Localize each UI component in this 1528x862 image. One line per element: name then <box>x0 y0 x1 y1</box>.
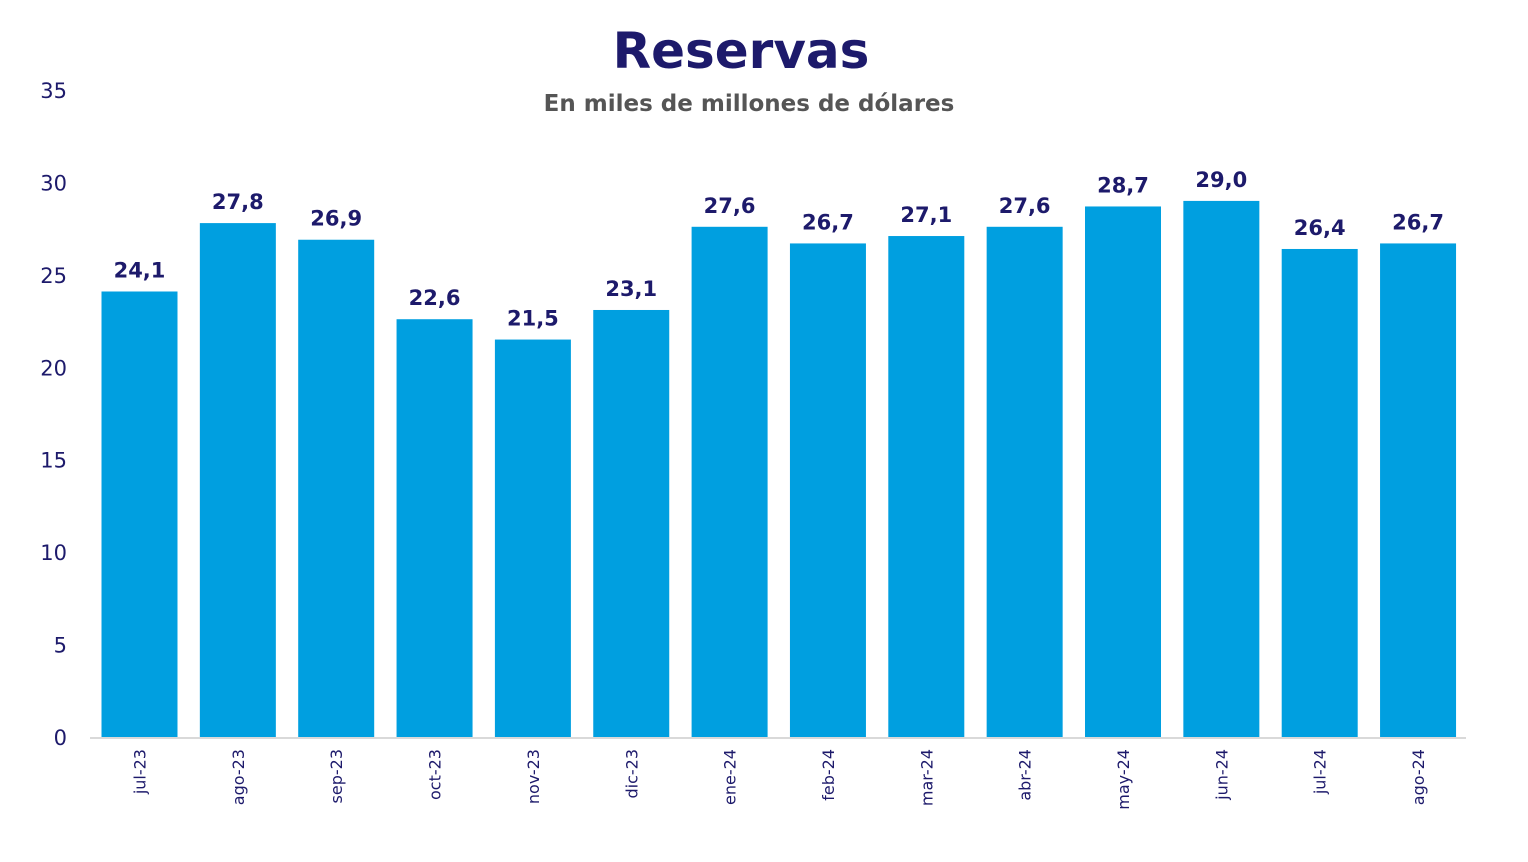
bar-may-24 <box>1085 206 1161 737</box>
bar-abr-24 <box>986 226 1063 737</box>
bar-oct-23 <box>396 319 473 737</box>
x-tick-label: ene-24 <box>721 749 740 805</box>
data-label: 26,7 <box>1392 210 1444 234</box>
x-tick-label: nov-23 <box>524 749 543 804</box>
chart-title: Reservas <box>612 22 870 80</box>
bar-jul-23 <box>101 291 178 737</box>
y-tick-label: 20 <box>40 356 67 380</box>
y-tick-label: 0 <box>54 726 67 750</box>
bar-ago-24 <box>1380 243 1457 737</box>
data-label: 27,1 <box>900 203 952 227</box>
x-tick-label: sep-23 <box>327 749 346 803</box>
data-label: 28,7 <box>1097 173 1149 197</box>
data-label: 24,1 <box>114 258 166 282</box>
bar-jul-24 <box>1281 248 1358 737</box>
bar-dic-23 <box>593 309 670 737</box>
bar-nov-23 <box>494 339 571 737</box>
x-tick-label: oct-23 <box>426 749 445 800</box>
x-tick-label: jul-23 <box>131 749 150 795</box>
data-label: 22,6 <box>409 286 461 310</box>
data-label: 27,6 <box>704 194 756 218</box>
bar-sep-23 <box>298 239 375 737</box>
x-tick-label: jul-24 <box>1311 749 1330 795</box>
data-label: 21,5 <box>507 307 559 331</box>
y-tick-label: 10 <box>40 541 67 565</box>
bar-ene-24 <box>691 226 768 737</box>
x-tick-label: ago-23 <box>229 749 248 805</box>
x-tick-label: ago-24 <box>1409 749 1428 805</box>
y-tick-label: 15 <box>40 449 67 473</box>
y-tick-label: 30 <box>40 171 67 195</box>
x-tick-label: may-24 <box>1114 749 1133 810</box>
x-tick-label: feb-24 <box>819 749 838 801</box>
data-label: 26,9 <box>310 207 362 231</box>
chart-subtitle: En miles de millones de dólares <box>543 91 955 117</box>
bar-ago-23 <box>199 223 276 737</box>
bar-jun-24 <box>1183 200 1260 737</box>
y-tick-label: 35 <box>40 79 67 103</box>
data-label: 26,4 <box>1294 216 1346 240</box>
bar-feb-24 <box>789 243 866 737</box>
bar-mar-24 <box>888 236 965 737</box>
x-tick-label: jun-24 <box>1212 749 1231 801</box>
x-tick-label: dic-23 <box>622 749 641 799</box>
data-label: 27,8 <box>212 190 264 214</box>
data-label: 26,7 <box>802 210 854 234</box>
data-label: 23,1 <box>605 277 657 301</box>
x-tick-label: mar-24 <box>917 749 936 806</box>
y-tick-label: 25 <box>40 264 67 288</box>
x-tick-label: abr-24 <box>1016 749 1035 801</box>
data-label: 29,0 <box>1195 168 1247 192</box>
data-label: 27,6 <box>999 194 1051 218</box>
y-tick-label: 5 <box>54 634 67 658</box>
